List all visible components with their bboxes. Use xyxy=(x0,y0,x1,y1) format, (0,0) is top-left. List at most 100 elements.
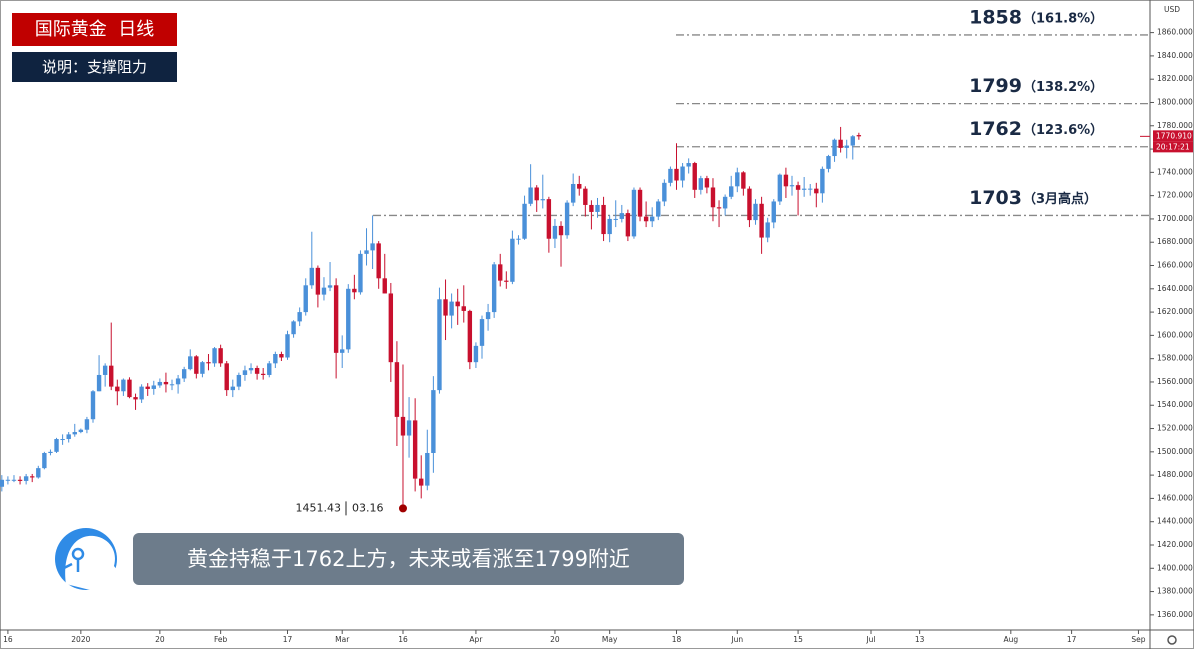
candle-body xyxy=(716,207,722,209)
candle-body xyxy=(498,264,503,281)
candle-body xyxy=(431,390,436,453)
candle-body xyxy=(467,310,473,363)
y-tick-label: 1600.000 xyxy=(1157,330,1193,339)
candle-body xyxy=(558,225,564,236)
candle-body xyxy=(5,479,11,481)
candle-body xyxy=(194,356,199,374)
candle-body xyxy=(479,319,485,346)
candle-body xyxy=(36,468,41,478)
candle-body xyxy=(382,278,387,294)
x-tick-label: 20 xyxy=(550,635,560,644)
candle-body xyxy=(321,287,327,295)
settings-icon[interactable] xyxy=(1167,635,1177,645)
candle-body xyxy=(352,288,357,293)
x-tick-label: Jul xyxy=(865,635,875,644)
candle-body xyxy=(668,168,673,183)
candle-body xyxy=(102,365,108,375)
x-tick-label: 16 xyxy=(3,635,13,644)
candle-body xyxy=(248,367,254,371)
candle-body xyxy=(820,168,825,194)
x-tick-label: 2020 xyxy=(71,635,90,644)
candle-body xyxy=(333,285,339,353)
candle-body xyxy=(583,188,588,205)
candle-body xyxy=(96,374,102,392)
candle-body xyxy=(175,378,181,385)
candle-body xyxy=(637,189,643,217)
candle-body xyxy=(856,135,862,137)
candle-body xyxy=(224,363,229,391)
candle-body xyxy=(200,362,205,374)
candle-body xyxy=(127,379,132,398)
candle-body xyxy=(17,479,23,481)
candle-body xyxy=(510,238,515,282)
candle-body xyxy=(783,174,789,187)
y-tick-label: 1440.000 xyxy=(1157,517,1193,526)
level-value: 1703 xyxy=(969,187,1022,209)
candle-body xyxy=(394,362,400,417)
candle-body xyxy=(412,420,418,479)
candle-body xyxy=(273,354,278,364)
x-tick-label: Mar xyxy=(335,635,350,644)
candle-body xyxy=(528,187,533,204)
candle-body xyxy=(267,363,272,375)
candle-body xyxy=(662,182,667,202)
candle-body xyxy=(504,280,509,282)
candle-body xyxy=(188,356,193,370)
currency-label: USD xyxy=(1164,5,1180,14)
candle-body xyxy=(419,478,424,486)
candle-body xyxy=(285,334,290,358)
price-tag-label: 1770.910 xyxy=(1156,131,1192,140)
y-tick-label: 1380.000 xyxy=(1157,587,1193,596)
candle-body xyxy=(42,452,47,469)
x-tick-label: 17 xyxy=(1067,635,1077,644)
candle-body xyxy=(303,285,308,313)
x-tick-label: 13 xyxy=(915,635,925,644)
candle-body xyxy=(133,397,138,400)
y-tick-label: 1560.000 xyxy=(1157,377,1193,386)
chart-subtitle: 说明：支撑阻力 xyxy=(12,52,177,82)
candle-body xyxy=(11,479,17,481)
candle-body xyxy=(631,189,637,237)
candle-body xyxy=(753,203,758,221)
candle-body xyxy=(260,373,266,375)
candle-body xyxy=(139,386,144,400)
x-tick-label: 17 xyxy=(283,635,293,644)
x-tick-label: Feb xyxy=(214,635,228,644)
caption: 黄金持稳于1762上方，未来或看涨至1799附近 xyxy=(133,533,684,585)
y-tick-label: 1500.000 xyxy=(1157,447,1193,456)
robot-icon xyxy=(55,528,120,592)
candle-body xyxy=(710,187,716,208)
y-tick-label: 1820.000 xyxy=(1157,74,1193,83)
candle-body xyxy=(826,156,831,169)
y-tick-label: 1540.000 xyxy=(1157,400,1193,409)
level-note: （161.8%） xyxy=(1023,10,1103,26)
candle-body xyxy=(607,218,612,235)
candle-body xyxy=(151,385,156,389)
x-tick-label: Aug xyxy=(1003,635,1018,644)
x-tick-label: 15 xyxy=(793,635,803,644)
level-note: （138.2%） xyxy=(1023,79,1103,95)
candle-body xyxy=(181,369,187,379)
candle-body xyxy=(735,172,740,187)
candle-body xyxy=(692,163,697,190)
candle-body xyxy=(370,243,375,251)
candle-body xyxy=(48,451,53,453)
candle-body xyxy=(680,166,685,181)
candle-body xyxy=(327,285,333,288)
candle-body xyxy=(564,202,570,236)
candle-body xyxy=(491,264,497,313)
candle-body xyxy=(315,267,321,295)
candle-body xyxy=(759,203,764,238)
candle-body xyxy=(850,136,855,146)
candle-body xyxy=(485,312,491,320)
candle-body xyxy=(169,384,175,386)
candle-body xyxy=(400,416,406,436)
x-tick-label: 16 xyxy=(398,635,408,644)
candle-body xyxy=(674,168,679,181)
y-tick-label: 1640.000 xyxy=(1157,284,1193,293)
level-value: 1858 xyxy=(969,6,1022,28)
candle-body xyxy=(364,250,369,254)
candle-body xyxy=(455,301,460,307)
candle-body xyxy=(291,321,296,335)
y-tick-label: 1580.000 xyxy=(1157,354,1193,363)
